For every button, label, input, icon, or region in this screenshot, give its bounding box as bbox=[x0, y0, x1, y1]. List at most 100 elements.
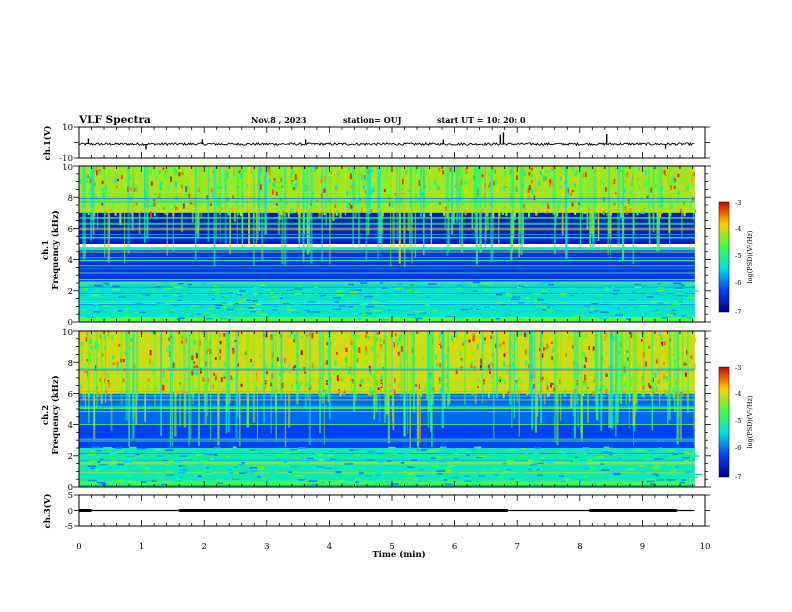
ch2-spec-noise-33 bbox=[116, 463, 124, 466]
ch1-spec-noise-58 bbox=[564, 314, 568, 317]
ch2-spec-speckle-284 bbox=[520, 332, 523, 336]
ch2-spec-sferic-91 bbox=[533, 331, 536, 398]
ch2-spec-sferic-87 bbox=[400, 331, 402, 401]
ch2-spec-noise-239 bbox=[277, 464, 286, 466]
ch1-spec-sferic-92 bbox=[552, 166, 556, 215]
ch2-spec-sferic-0 bbox=[679, 331, 682, 442]
ch2-spec-noise-275 bbox=[627, 465, 635, 467]
ch1-spec-speckle-322 bbox=[153, 178, 156, 183]
ch2-spec-speckle-364 bbox=[545, 377, 548, 384]
ch1-spec-noise-27 bbox=[516, 318, 526, 321]
ch1-spec-speckle-672 bbox=[442, 170, 445, 175]
ch2-spec-noise-384 bbox=[649, 475, 656, 477]
ch2-spec-speckle-407 bbox=[366, 378, 369, 381]
ch1-spec-noise-94 bbox=[507, 317, 514, 320]
ch2-spec-speckle-380 bbox=[86, 359, 89, 362]
ch2-spec-speckle-142 bbox=[107, 373, 110, 379]
ch2-spec-speckle-605 bbox=[439, 387, 442, 394]
ch2-spec-speckle-219 bbox=[470, 361, 473, 365]
ch1-spec-speckle-440 bbox=[567, 186, 570, 190]
ch1-spec-sferic-129 bbox=[411, 166, 413, 264]
ch2-spec-sferic-105 bbox=[403, 331, 406, 437]
ch2-spec-sferic-171 bbox=[531, 331, 534, 430]
ch1-spec-speckle-567 bbox=[407, 190, 410, 193]
ch1-spec-speckle-185 bbox=[376, 166, 379, 169]
ch1-spec-band-0 bbox=[79, 166, 695, 213]
ch1-spec-speckle-566 bbox=[335, 185, 338, 190]
ch1-spec-sferic-48 bbox=[144, 166, 146, 244]
ch2-spec-speckle-790 bbox=[655, 357, 658, 360]
ch1-spec-speckle-318 bbox=[104, 211, 107, 215]
ch1-spec-speckle-701 bbox=[185, 186, 188, 193]
ch1-spec-noise-188 bbox=[357, 318, 361, 320]
ch2-spec-speckle-268 bbox=[310, 383, 313, 390]
ch2-spec-speckle-757 bbox=[163, 377, 166, 383]
ch1-spec-noise-60 bbox=[236, 293, 242, 296]
ch1-spec-noise-77 bbox=[664, 302, 671, 304]
ch2-spec-noise-445 bbox=[532, 462, 538, 464]
ch2-spec-noise-65 bbox=[453, 458, 459, 460]
ch2-spec-sferic-67 bbox=[608, 331, 611, 429]
ch2-spec-noise-297 bbox=[368, 452, 378, 454]
ch1-spec-carrier-2 bbox=[79, 251, 695, 253]
ch1-spec-noise-145 bbox=[597, 307, 606, 310]
ch1-spec-noise-383 bbox=[198, 316, 208, 319]
ch1-spec-speckle-316 bbox=[559, 197, 562, 204]
ch2-spec-carrier-23 bbox=[79, 381, 695, 383]
ch1-spec-ytick-6: 6 bbox=[68, 225, 73, 235]
ch2-spec-noise-452 bbox=[233, 463, 238, 466]
ch1-spec-speckle-574 bbox=[528, 172, 531, 176]
ch1-spec-noise-363 bbox=[136, 302, 144, 305]
ch2-spec-sferic-34 bbox=[586, 331, 589, 423]
ch1-spec-noise-283 bbox=[279, 297, 284, 299]
ch2-spec-noise-269 bbox=[87, 465, 97, 468]
ch1-spec-noise-203 bbox=[117, 310, 123, 312]
ch2-spec-speckle-579 bbox=[546, 381, 549, 385]
ch1-spec-noise-187 bbox=[633, 287, 643, 290]
ch2-spec-noise-258 bbox=[652, 467, 661, 469]
ch1-spec-speckle-251 bbox=[482, 182, 485, 187]
ch2-spec-noise-299 bbox=[198, 469, 208, 472]
ch2-spec-noise-49 bbox=[484, 456, 488, 458]
ch1-spec-noise-69 bbox=[360, 282, 368, 284]
ch2-spec-sferic-123 bbox=[323, 331, 325, 445]
ch1-spec-speckle-872 bbox=[273, 202, 276, 206]
ch1-spec-carrier-27 bbox=[79, 237, 695, 239]
ch1-spec-noise-261 bbox=[578, 296, 583, 299]
ch2-spec-speckle-412 bbox=[99, 378, 102, 383]
ch2-spec-speckle-740 bbox=[592, 346, 595, 351]
ch2-spec-sferic-115 bbox=[252, 331, 256, 423]
ch1-spec-sferic-113 bbox=[589, 166, 592, 250]
ch1-spec-speckle-772 bbox=[642, 210, 645, 215]
ch2-spec-speckle-786 bbox=[122, 358, 125, 363]
ch1-spec-speckle-818 bbox=[226, 204, 229, 209]
ch2-spec-speckle-117 bbox=[231, 377, 234, 381]
ch1-spec-speckle-358 bbox=[297, 178, 300, 181]
ch1-spec-speckle-24 bbox=[547, 171, 550, 174]
ch1-spec-speckle-222 bbox=[313, 166, 316, 172]
ch2-spec-speckle-11 bbox=[631, 342, 634, 348]
ch2-spec-noise-309 bbox=[322, 478, 326, 481]
ch1-spec-speckle-604 bbox=[150, 211, 153, 218]
ch2-spec-sferic-175 bbox=[513, 331, 515, 419]
ch1-spec-noise-103 bbox=[338, 289, 345, 292]
ch1-spec-noise-269 bbox=[353, 290, 361, 293]
ch2-spec-speckle-703 bbox=[479, 364, 482, 370]
ch2-spec-sferic-152 bbox=[179, 331, 181, 427]
ch1-spec-sferic-103 bbox=[358, 166, 360, 245]
ch1-spec-speckle-167 bbox=[429, 212, 432, 216]
ch1-spec-speckle-823 bbox=[259, 184, 262, 190]
ch1-spec-noise-75 bbox=[379, 306, 385, 309]
ch2-spec-ytick-2: 2 bbox=[68, 452, 73, 462]
ch2-spec-speckle-826 bbox=[97, 343, 100, 350]
ch1-spec-noise-264 bbox=[389, 312, 396, 314]
ch2-spec-speckle-835 bbox=[604, 371, 607, 375]
ch1-spec-noise-48 bbox=[255, 303, 262, 305]
ch2-spec-speckle-18 bbox=[261, 383, 264, 388]
ch1-spec-speckle-713 bbox=[577, 174, 580, 180]
ch1-spec-speckle-762 bbox=[683, 210, 686, 217]
ch1-spec-speckle-642 bbox=[304, 186, 307, 191]
ch1-spec-noise-86 bbox=[181, 292, 187, 295]
ch1-spec-noise-376 bbox=[160, 285, 169, 288]
ch2-spec-speckle-795 bbox=[191, 355, 194, 361]
